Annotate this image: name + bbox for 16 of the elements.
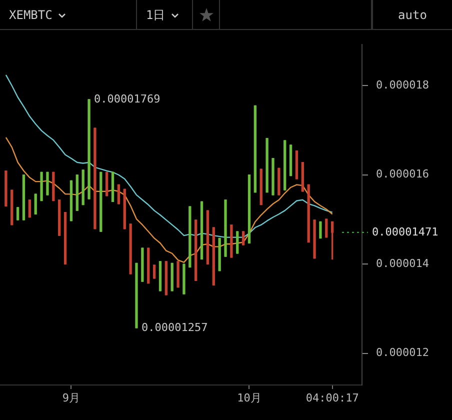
- x-tick-label: 9月: [62, 391, 80, 404]
- x-tick-label: 04:00:17: [306, 391, 359, 404]
- y-tick-label: 0.000014: [376, 256, 430, 270]
- annotation: 0.00001769: [94, 92, 160, 106]
- x-tick-label: 10月: [237, 391, 262, 404]
- y-tick-label: 0.000012: [376, 346, 429, 360]
- chart-title: XEMBTC: [9, 8, 52, 22]
- chart-subtitle: 1日: [146, 6, 166, 24]
- y-tick-label: 0.000016: [376, 168, 429, 181]
- ref-line-label: 0.00001471: [372, 225, 438, 238]
- candlestick: [152, 264, 156, 279]
- y-tick-label: 0.000018: [376, 78, 429, 92]
- text: auto: [372, 0, 452, 30]
- candlestick: [16, 207, 20, 220]
- annotation: 0.00001257: [141, 320, 208, 334]
- candlestick: [319, 221, 322, 239]
